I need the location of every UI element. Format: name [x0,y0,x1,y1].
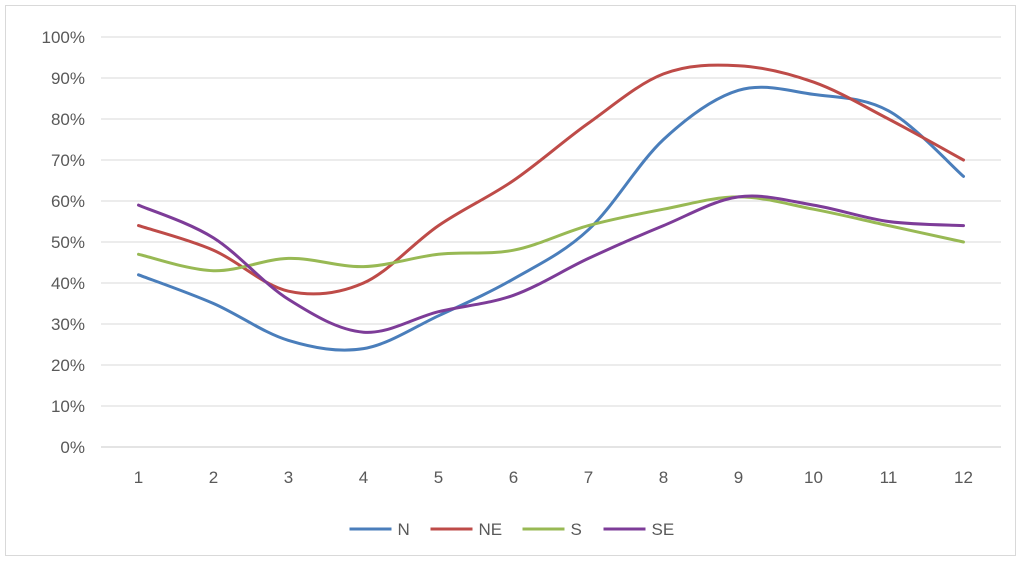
y-tick-label: 60% [51,192,85,211]
series-line-s [137,195,965,273]
legend-item-ne: NE [430,520,503,539]
legend-label: SE [652,520,675,539]
x-tick-label: 6 [509,468,518,487]
y-tick-label: 10% [51,397,85,416]
legend-label: N [398,520,410,539]
legend-item-s: S [522,520,582,539]
y-tick-label: 0% [60,438,85,457]
legend: N NE S SE [349,520,675,539]
x-tick-label: 5 [434,468,443,487]
y-tick-label: 100% [42,28,85,47]
series-line-ne [137,63,965,296]
series-lines [137,63,965,352]
x-tick-label: 11 [880,468,898,487]
x-tick-label: 1 [134,468,143,487]
x-tick-label: 2 [209,468,218,487]
x-tick-label: 9 [734,468,743,487]
x-tick-label: 7 [584,468,593,487]
y-tick-label: 90% [51,69,85,88]
legend-item-n: N [349,520,410,539]
legend-item-se: SE [603,520,675,539]
x-tick-label: 12 [954,468,973,487]
legend-label: NE [479,520,503,539]
x-tick-label: 3 [284,468,293,487]
x-tick-label: 10 [804,468,823,487]
y-tick-label: 40% [51,274,85,293]
gridlines [101,36,1001,448]
y-tick-label: 20% [51,356,85,375]
y-tick-label: 80% [51,110,85,129]
y-tick-label: 30% [51,315,85,334]
series-line-se [137,194,965,334]
x-tick-label: 8 [659,468,668,487]
x-tick-label: 4 [359,468,368,487]
x-axis: 1 2 3 4 5 6 7 8 9 10 11 12 [134,468,973,487]
y-tick-label: 50% [51,233,85,252]
y-axis: 0% 10% 20% 30% 40% 50% 60% 70% 80% 90% 100% [42,28,85,457]
legend-label: S [571,520,582,539]
y-tick-label: 70% [51,151,85,170]
series-line-n [137,85,965,352]
